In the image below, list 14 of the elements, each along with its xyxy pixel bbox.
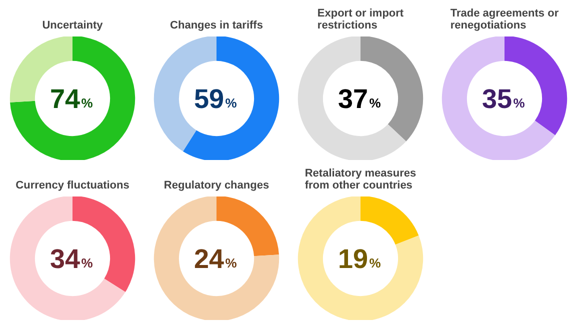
text: 35% (482, 84, 526, 114)
text: 59% (194, 84, 238, 114)
text: 34% (50, 244, 94, 274)
chart-title: Trade agreements or renegotiations (450, 8, 560, 32)
text: 74% (50, 84, 94, 114)
chart-title: Regulatory changes (164, 180, 270, 192)
chart-title: Changes in tariffs (170, 20, 263, 32)
text: 24% (194, 244, 238, 274)
chart-title: Uncertainty (42, 20, 104, 32)
text: 37% (338, 84, 382, 114)
chart-title: Retaliatory measures from other countries (304, 168, 416, 192)
text: 19% (338, 244, 382, 274)
chart-title: Export or import restrictions (317, 8, 404, 32)
chart-title: Currency fluctuations (16, 180, 130, 192)
